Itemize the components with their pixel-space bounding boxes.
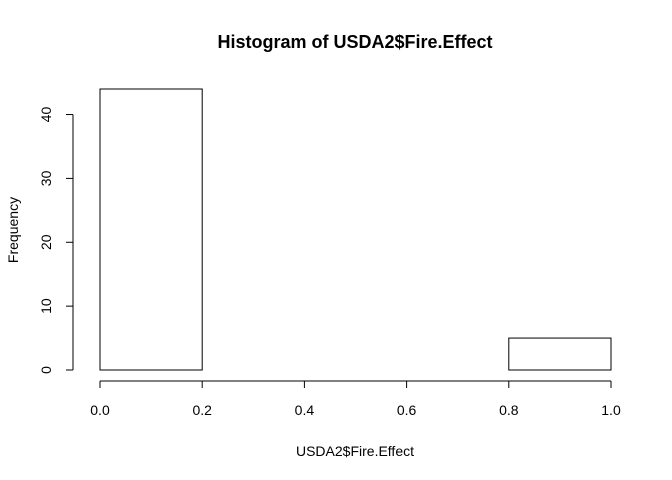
x-tick-label: 0.0: [90, 402, 110, 418]
y-axis-label: Frequency: [5, 197, 21, 263]
y-tick-label: 0: [38, 366, 54, 374]
x-axis-label: USDA2$Fire.Effect: [296, 443, 414, 459]
histogram-bar-0: [99, 88, 203, 371]
chart-title: Histogram of USDA2$Fire.Effect: [217, 32, 492, 52]
x-axis: 0.0 0.2 0.4 0.6 0.8 1.0: [90, 380, 621, 418]
y-tick-label: 40: [38, 107, 54, 123]
histogram-bar-4: [508, 337, 612, 371]
x-tick-label: 0.2: [192, 402, 212, 418]
bars-group: [99, 88, 612, 371]
x-tick-label: 0.4: [295, 402, 315, 418]
y-axis: 0 10 20 30 40: [38, 107, 74, 374]
y-tick-label: 20: [38, 234, 54, 250]
x-tick-label: 0.6: [397, 402, 417, 418]
y-tick-label: 30: [38, 170, 54, 186]
x-tick-label: 0.8: [499, 402, 519, 418]
y-tick-label: 10: [38, 298, 54, 314]
x-tick-label: 1.0: [601, 402, 621, 418]
